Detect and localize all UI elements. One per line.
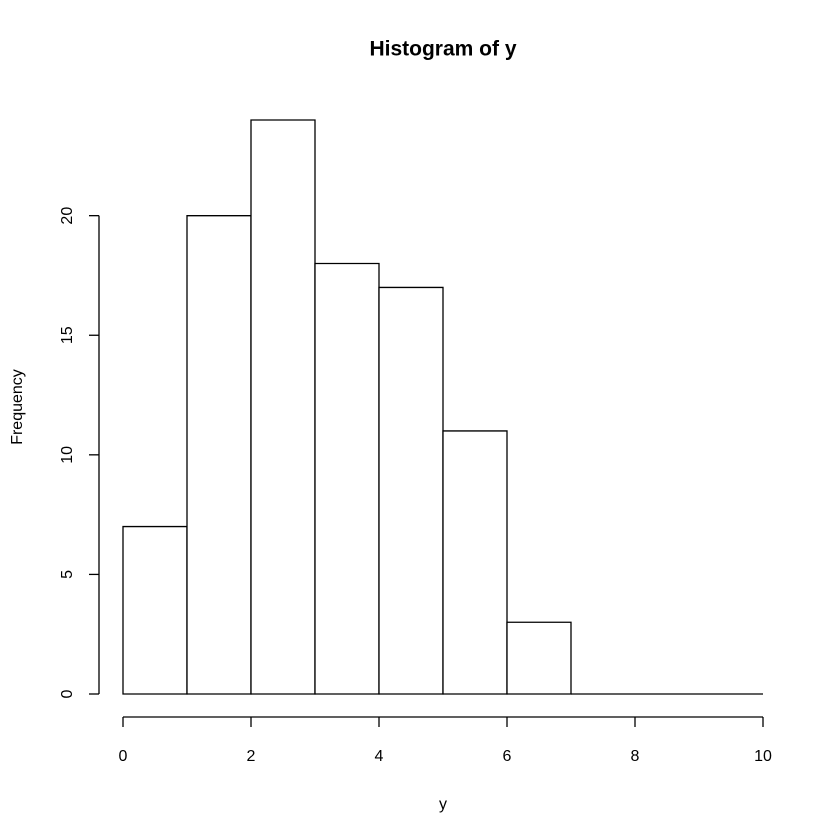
x-tick-label: 8 (631, 748, 640, 765)
x-tick-label: 4 (375, 748, 384, 765)
bar (314, 262, 380, 695)
bar (506, 621, 572, 695)
bar (122, 525, 188, 695)
chart-title: Histogram of y (369, 38, 516, 61)
y-tick-label: 5 (59, 570, 76, 579)
bar (442, 430, 508, 695)
y-axis-label: Frequency (9, 369, 26, 445)
x-tick-label: 2 (247, 748, 256, 765)
y-tick-label: 20 (59, 207, 76, 225)
bar (250, 119, 316, 695)
y-tick-label: 10 (59, 446, 76, 464)
x-axis-label: y (439, 796, 447, 813)
y-tick-label: 15 (59, 326, 76, 344)
x-tick-label: 6 (503, 748, 512, 765)
x-tick-label: 10 (754, 748, 772, 765)
y-tick-label: 0 (59, 689, 76, 698)
x-tick-label: 0 (119, 748, 128, 765)
bar (186, 215, 252, 695)
bar (378, 286, 444, 695)
